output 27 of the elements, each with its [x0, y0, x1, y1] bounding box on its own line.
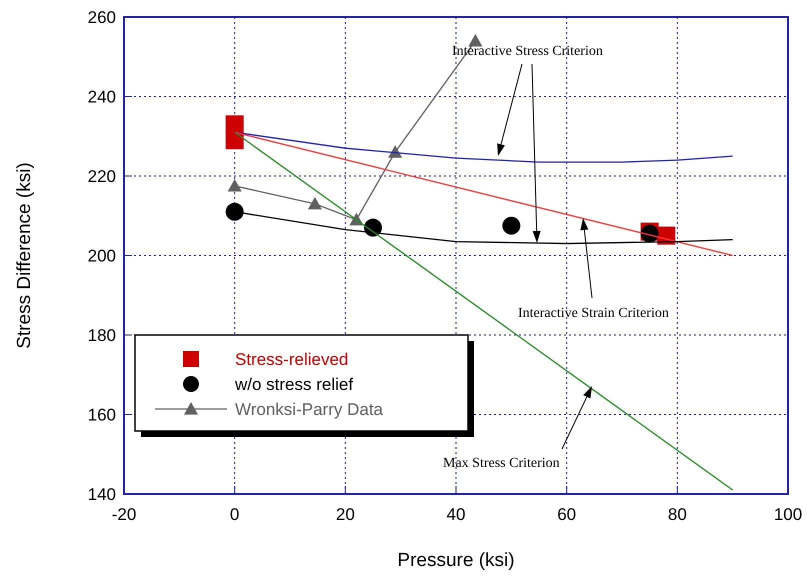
x-tick-label: 40	[446, 505, 466, 524]
y-tick-label: 200	[88, 246, 116, 266]
y-tick-label: 240	[88, 88, 116, 106]
point	[228, 178, 242, 192]
y-tick-label: 160	[88, 406, 116, 424]
y-axis-title: Stress Difference (ksi)	[14, 162, 35, 349]
point	[226, 202, 244, 221]
point	[502, 216, 520, 235]
x-axis-title: Pressure (ksi)	[397, 550, 515, 571]
x-tick-label: 20	[336, 505, 355, 524]
point	[226, 131, 244, 150]
x-tick-label: 0	[230, 505, 240, 524]
y-tick-label: 220	[88, 167, 116, 186]
x-tick-label: 60	[557, 505, 576, 524]
x-tick-label: 100	[774, 505, 802, 524]
y-tick-label: 140	[88, 485, 116, 504]
point	[308, 196, 322, 210]
x-tick-label: 80	[668, 505, 687, 524]
annotation: Max Stress Criterion	[443, 456, 560, 471]
legend-label: Wronksi-Parry Data	[235, 400, 384, 419]
point	[468, 34, 482, 46]
y-tick-label: 180	[88, 326, 116, 345]
annotation: Interactive Strain Criterion	[518, 306, 669, 321]
legend-label: w/o stress relief	[234, 375, 354, 394]
y-tick-label: 260	[88, 8, 116, 27]
legend-label: Stress-relieved	[235, 350, 348, 369]
x-tick-label: -20	[112, 505, 136, 524]
